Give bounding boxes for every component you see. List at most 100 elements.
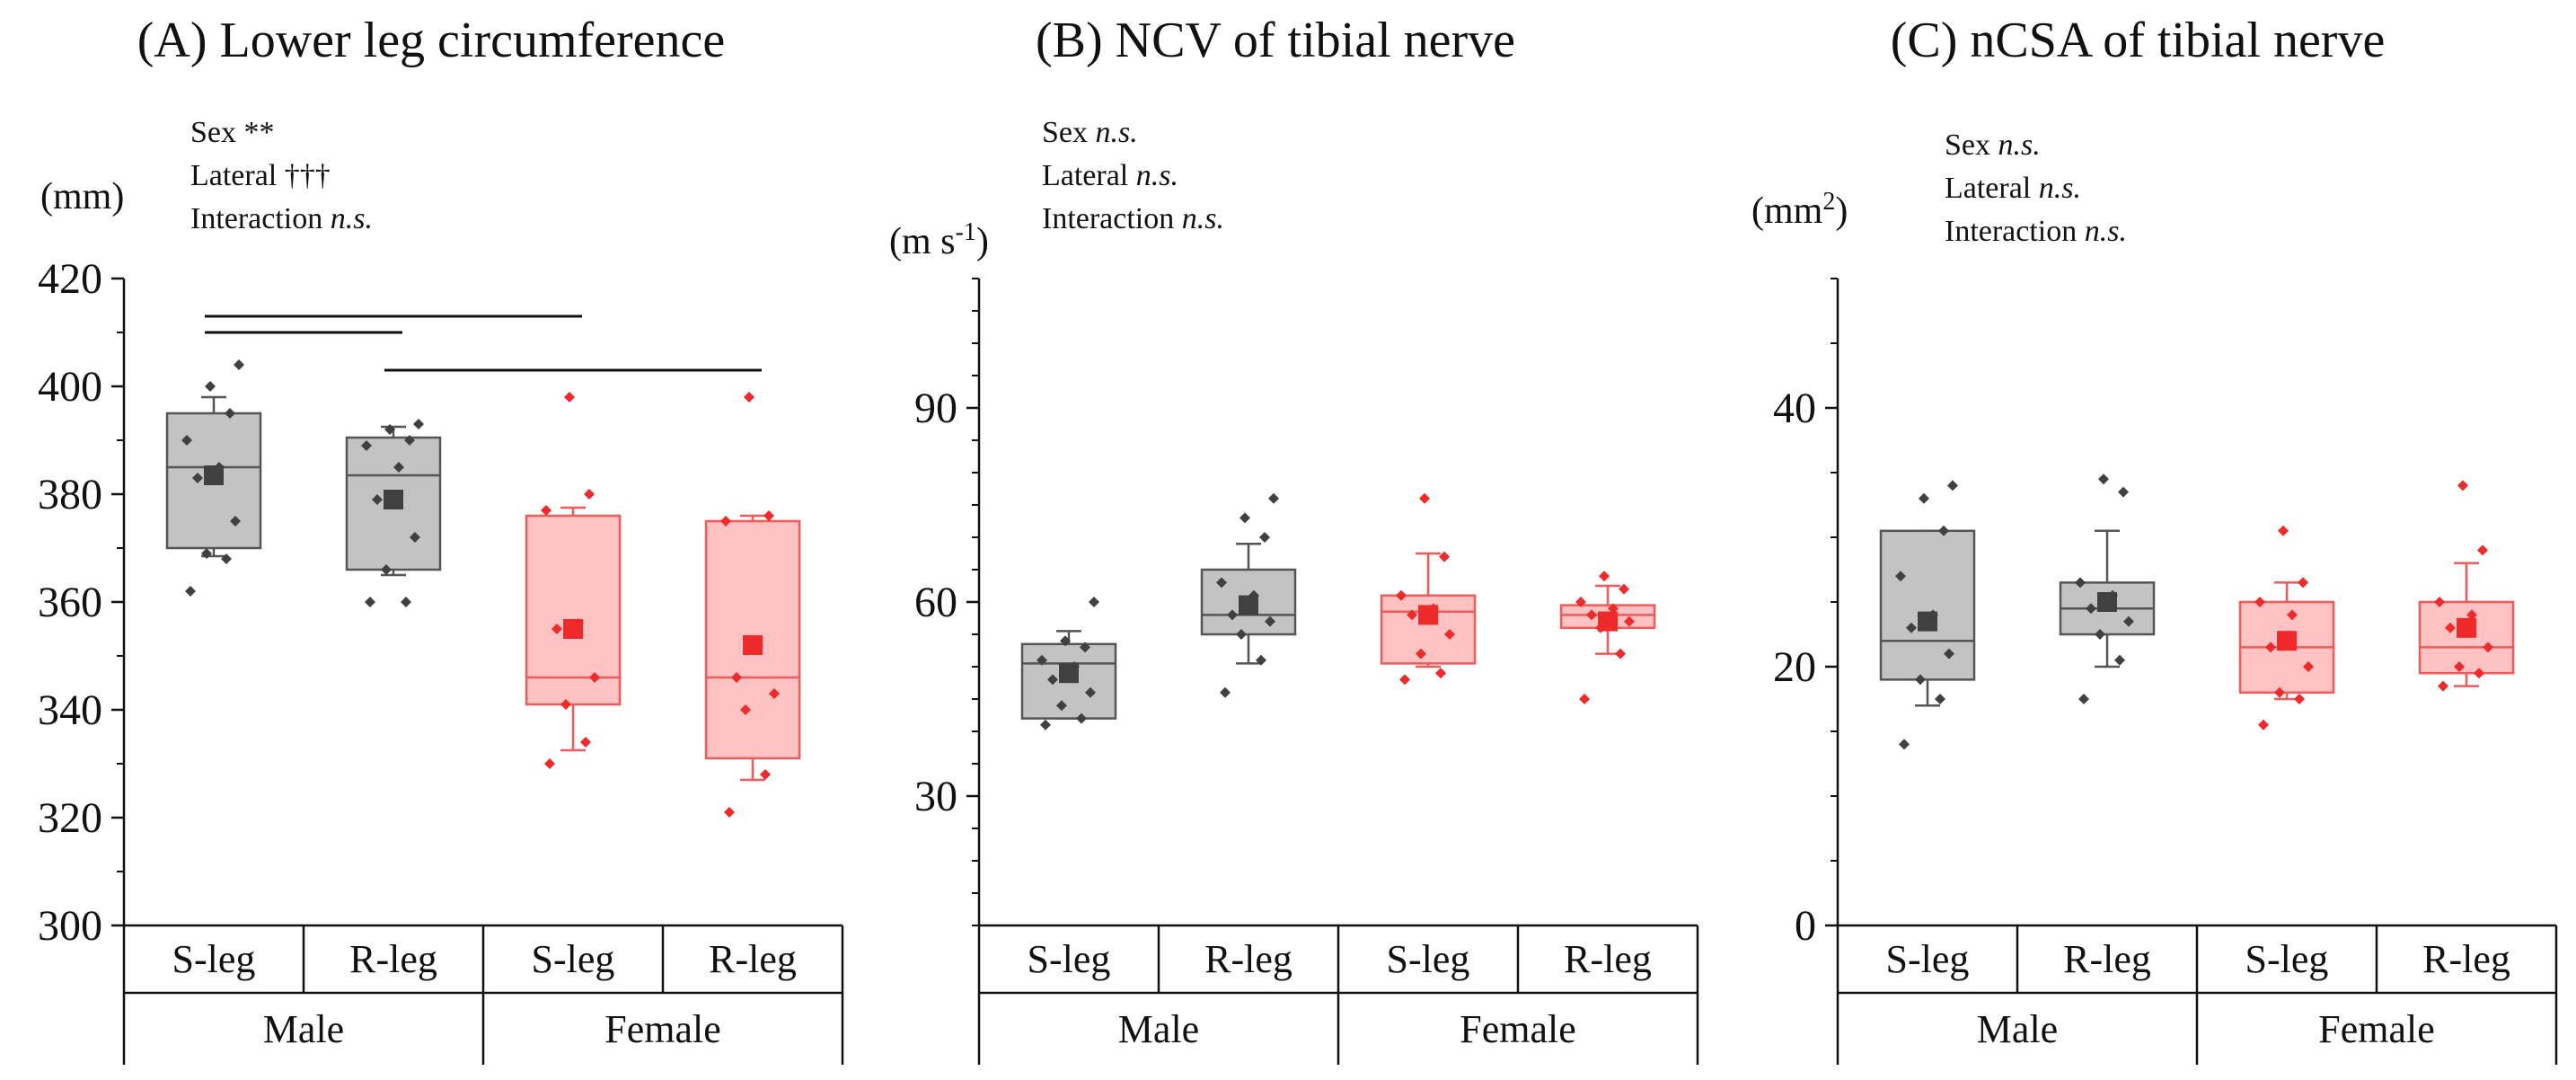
data-point (2278, 525, 2289, 536)
panel-b-boxes (1020, 492, 1656, 730)
panel-c-ytick: 0 (1795, 902, 1838, 950)
data-point (2474, 668, 2484, 679)
panel-a-ytick: 320 (38, 794, 124, 842)
data-point (1944, 648, 1954, 660)
data-point (1239, 512, 1250, 524)
data-point (2095, 629, 2105, 640)
panel-a-ytick: 300 (38, 902, 124, 950)
data-point (1265, 615, 1275, 627)
data-point (181, 435, 192, 446)
panel-a-ytick: 340 (38, 686, 124, 734)
panel-a-ytick-label: 300 (38, 902, 102, 950)
panel-c-y-ticks: 0 20 40 (1773, 385, 1838, 950)
box-plot-female (525, 392, 622, 769)
panel-a-x-category: R-leg (709, 937, 797, 981)
panel-a-boxes (165, 359, 801, 818)
mean-marker (563, 619, 583, 639)
panel-b-x-category: R-leg (1564, 937, 1652, 981)
data-point (580, 737, 591, 748)
panel-c-ytick-label: 0 (1795, 902, 1816, 950)
data-point (1599, 571, 1610, 582)
panel-b-stats: Sex n.s. Lateral n.s. Interaction n.s. (1042, 116, 1224, 235)
panel-b-x-label: S-leg (1387, 937, 1470, 981)
panel-a-stat-interaction-value: n.s. (331, 202, 373, 235)
data-point (1935, 694, 1945, 704)
data-point (1895, 571, 1906, 582)
data-point (763, 510, 774, 521)
data-point (2457, 480, 2468, 491)
data-point (404, 435, 415, 446)
data-point (1085, 686, 1096, 698)
panel-c-stat-sex: Sex n.s. (1945, 128, 2041, 162)
panel-b-ytick: 30 (914, 773, 979, 820)
panel-a-title: (A) Lower leg circumference (137, 13, 726, 68)
iqr-box (1200, 568, 1297, 636)
data-point (551, 624, 562, 634)
data-point (1037, 654, 1047, 666)
panel-b-x-label: R-leg (1564, 937, 1652, 981)
panel-b-x-dividers (977, 924, 1698, 1065)
data-point (1938, 525, 1949, 536)
panel-c-stat-interaction-value: n.s. (2085, 215, 2127, 248)
panel-a-ytick: 400 (38, 363, 124, 411)
data-point (1220, 686, 1231, 698)
panel-b-minor-ticks (972, 278, 979, 926)
data-point (2303, 661, 2314, 672)
data-point (372, 494, 383, 505)
panel-a-minor-ticks (117, 332, 124, 872)
panel-b-ytick-label: 60 (914, 579, 957, 626)
data-point (1444, 629, 1455, 640)
panel-b-stat-interaction-value: n.s. (1182, 202, 1224, 235)
data-point (2114, 654, 2125, 666)
panel-c-x-category: R-leg (2422, 937, 2510, 981)
panel-c-stats: Sex n.s. Lateral n.s. Interaction n.s. (1945, 128, 2127, 248)
panel-b-stat-sex: Sex n.s. (1042, 116, 1138, 149)
panel-a-ytick-label: 360 (38, 579, 102, 626)
mean-marker (204, 465, 224, 485)
panel-a-y-ticks: 300 320 340 360 380 400 420 (38, 255, 124, 950)
panel-c-title: (C) nCSA of tibial nerve (1891, 13, 2386, 68)
panel-a-ytick: 380 (38, 471, 124, 518)
panel-c-ytick: 20 (1773, 643, 1838, 691)
panel-a-stat-sex-value: ** (244, 116, 275, 149)
panel-b-ytick-label: 90 (914, 385, 957, 432)
data-point (192, 473, 203, 483)
panel-c-x-category: R-leg (2063, 937, 2151, 981)
box-plot-male (345, 419, 442, 607)
box-plot-female (1380, 492, 1477, 686)
data-point (2265, 642, 2276, 653)
panel-a-brackets (205, 314, 762, 372)
panel-c-x-label: R-leg (2422, 937, 2510, 981)
panel-a-ytick-label: 400 (38, 363, 102, 411)
box-plot-female (704, 392, 801, 818)
mean-marker (1418, 605, 1438, 625)
data-point (744, 392, 754, 403)
mean-marker (2277, 631, 2297, 651)
panel-a-stat-lateral: Lateral ††† (190, 159, 331, 192)
panel-b-x-label: S-leg (1028, 937, 1111, 981)
data-point (2086, 603, 2096, 615)
data-point (2118, 486, 2129, 498)
data-point (2254, 597, 2265, 607)
panel-a-x-category: S-leg (172, 937, 256, 981)
panel-b-x-category: R-leg (1204, 937, 1292, 981)
data-point (2445, 622, 2456, 633)
panel-b-stat-lateral-label: Lateral (1042, 159, 1128, 192)
mean-marker (1059, 663, 1079, 684)
data-point (1407, 609, 1417, 621)
panel-a-x-label: R-leg (709, 937, 797, 981)
data-point (740, 704, 751, 715)
mean-marker (384, 490, 403, 509)
panel-b-group-female: Female (1460, 1007, 1576, 1051)
panel-a-x-category: S-leg (532, 937, 615, 981)
panel-b-x-label: R-leg (1204, 937, 1292, 981)
panel-b-y-ticks: 30 60 90 (914, 385, 979, 820)
data-point (2477, 544, 2488, 556)
panel-c-stat-lateral-value: n.s. (2039, 172, 2081, 205)
panel-a: (A) Lower leg circumference (mm) Sex ** … (38, 13, 844, 1065)
data-point (2098, 474, 2109, 485)
data-point (185, 586, 196, 597)
box-plot-female (2418, 480, 2515, 692)
panel-a-x-label: S-leg (172, 937, 256, 981)
mean-marker (1918, 611, 1937, 632)
